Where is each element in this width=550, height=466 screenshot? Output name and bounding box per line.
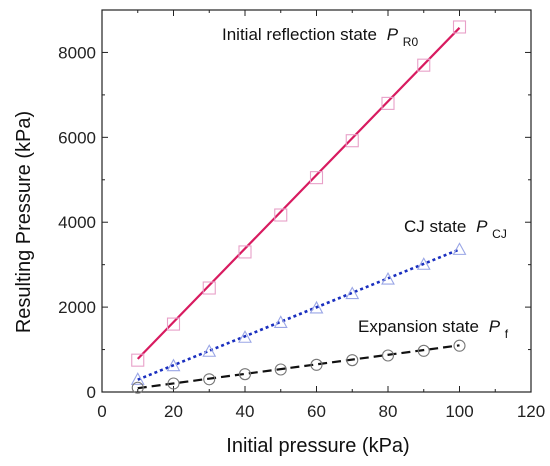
data-point-square (381, 96, 395, 110)
data-point-triangle (166, 358, 181, 372)
annotation-expansion-subscript: f (505, 327, 509, 341)
data-point-triangle (416, 257, 431, 270)
annotation-expansion-text: Expansion state (358, 317, 479, 336)
data-point-triangle (309, 300, 324, 314)
y-tick-label: 4000 (58, 213, 96, 232)
data-point-circle (346, 354, 359, 367)
y-tick-label: 8000 (58, 43, 96, 62)
fit-line (137, 344, 460, 390)
fit-line (137, 248, 460, 381)
data-point-circle (131, 381, 144, 394)
data-point-circle (417, 344, 430, 357)
annotation-cj-text: CJ state (404, 217, 466, 236)
annotation-reflection-text: Initial reflection state (222, 25, 377, 44)
series-1 (131, 20, 467, 367)
x-tick-label: 80 (379, 402, 398, 421)
data-point-square (417, 58, 431, 72)
data-point-circle (453, 339, 466, 352)
annotation-cj-subscript: CJ (492, 227, 507, 241)
annotation-cj: CJ state P CJ (404, 217, 507, 241)
annotation-reflection-subscript: R0 (403, 35, 419, 49)
annotation-reflection: Initial reflection state P R0 (222, 25, 418, 49)
x-tick-label: 100 (445, 402, 473, 421)
tick-labels: 0 20 40 60 80 100 120 0 2000 4000 6000 8000 (58, 43, 545, 421)
x-tick-label: 120 (517, 402, 545, 421)
annotation-expansion-symbol: P (489, 317, 501, 336)
data-point-square (274, 208, 288, 222)
data-point-circle (310, 358, 323, 371)
data-point-circle (167, 377, 180, 390)
data-point-square (452, 20, 467, 34)
series-2 (130, 242, 467, 385)
data-point-triangle (130, 372, 145, 385)
y-tick-label: 2000 (58, 298, 96, 317)
data-point-circle (381, 349, 395, 362)
data-point-square (166, 317, 181, 331)
data-point-circle (274, 363, 287, 376)
x-tick-label: 40 (236, 402, 255, 421)
data-point-square (202, 281, 216, 295)
data-point-square (131, 353, 145, 367)
data-point-triangle (345, 286, 360, 300)
data-point-triangle (238, 330, 252, 343)
tick-marks (101, 10, 532, 393)
y-tick-label: 0 (87, 383, 96, 402)
data-point-triangle (273, 315, 288, 328)
data-point-triangle (452, 242, 467, 255)
data-point-triangle (202, 344, 217, 357)
data-point-square (345, 134, 359, 148)
x-tick-label: 0 (97, 402, 106, 421)
x-axis-title: Initial pressure (kPa) (226, 435, 409, 457)
annotation-expansion: Expansion state P f (358, 317, 509, 341)
data-point-square (309, 171, 324, 185)
y-tick-label: 6000 (58, 128, 96, 147)
x-tick-label: 20 (164, 402, 183, 421)
data-point-square (238, 245, 252, 259)
data-point-circle (238, 368, 252, 381)
annotation-cj-symbol: P (476, 217, 488, 236)
fit-line (136, 27, 461, 360)
data-series (130, 20, 467, 394)
data-point-triangle (381, 271, 395, 285)
data-point-circle (203, 373, 216, 386)
x-tick-label: 60 (307, 402, 326, 421)
y-axis-title: Resulting Pressure (kPa) (13, 111, 35, 333)
series-3 (131, 339, 466, 394)
annotation-reflection-symbol: P (387, 25, 399, 44)
